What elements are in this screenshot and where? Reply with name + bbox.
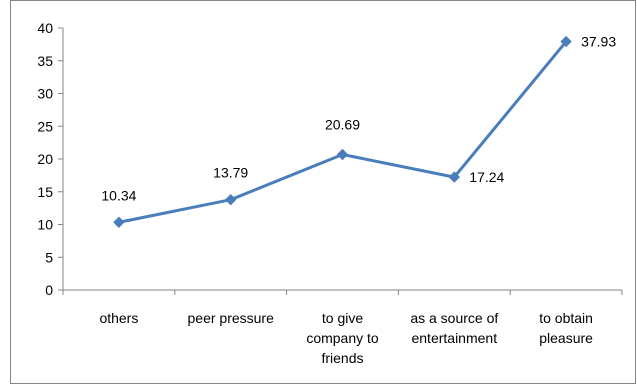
x-category-label-line: peer pressure [188, 310, 275, 326]
data-point-marker [560, 35, 572, 48]
chart-border [10, 0, 636, 384]
x-category-label: as a source of entertainment [410, 310, 498, 346]
data-labels: 10.34 13.79 20.69 17.24 37.93 [101, 34, 616, 204]
x-axis-category-labels: others peer pressure to give company to frie… [99, 310, 593, 366]
x-category-label-line: to obtain [539, 310, 593, 326]
x-category-label-line: entertainment [411, 330, 497, 346]
y-tick-label: 20 [37, 151, 53, 167]
x-category-label: peer pressure [188, 310, 275, 326]
y-axis-tick-labels: 0 5 10 15 20 25 30 35 40 [37, 20, 53, 298]
y-tick-label: 15 [37, 184, 53, 200]
x-category-label-line: friends [321, 350, 363, 366]
x-category-label-line: to give [322, 310, 363, 326]
data-point-marker [336, 148, 349, 161]
data-label: 13.79 [213, 165, 248, 181]
data-label: 10.34 [101, 187, 136, 203]
data-point-marker [113, 216, 125, 228]
data-label: 37.93 [581, 34, 616, 50]
axes [58, 27, 623, 295]
x-category-label-line: pleasure [539, 330, 593, 346]
data-label: 17.24 [469, 169, 504, 185]
x-category-label: others [99, 310, 138, 326]
y-tick-label: 35 [37, 53, 53, 69]
y-tick-label: 30 [37, 86, 53, 102]
y-tick-label: 25 [37, 118, 53, 134]
data-point-marker [224, 193, 237, 206]
y-tick-label: 10 [37, 217, 53, 233]
data-label: 20.69 [325, 116, 360, 132]
y-tick-label: 5 [45, 249, 53, 265]
x-category-label: to obtain pleasure [539, 310, 593, 346]
y-tick-label: 0 [45, 282, 53, 298]
x-category-label-line: others [99, 310, 138, 326]
series-markers [113, 35, 572, 228]
data-point-marker [448, 171, 461, 183]
x-category-label-line: as a source of [410, 310, 498, 326]
x-category-label: to give company to friends [306, 310, 379, 366]
y-tick-label: 40 [37, 20, 53, 36]
x-category-label-line: company to [306, 330, 379, 346]
